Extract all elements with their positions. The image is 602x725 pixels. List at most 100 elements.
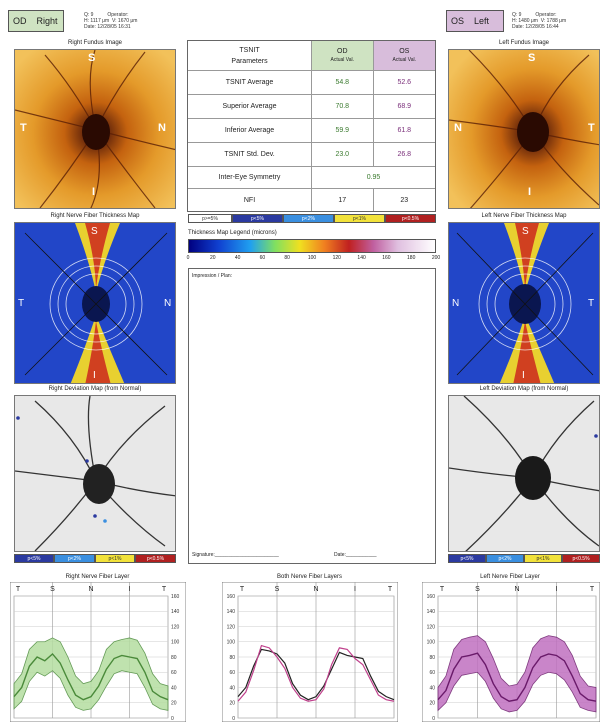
symmetry-label: Inter-Eye Symmetry: [188, 167, 312, 188]
row-label: Inferior Average: [188, 119, 312, 142]
left-fundus-s-label: S: [528, 52, 536, 64]
left-fundus-image: [448, 49, 600, 209]
right-nfl-graph: 0 20 40 60 80 100 120 140 160 T S N I T: [10, 582, 186, 722]
right-fundus-image: [14, 49, 176, 209]
y-tick-label: 40: [171, 685, 177, 691]
signature-line[interactable]: Signature:_______________________: [192, 552, 279, 558]
nfl-thickness-line: [13, 652, 169, 701]
right-dev-map-caption: Right Deviation Map (from Normal): [48, 386, 142, 392]
od-scan-info: Q: 9 Operator: H: 1117 μm V: 1670 μm Dat…: [84, 12, 138, 30]
section-label: S: [275, 586, 280, 593]
thickness-tick-label: 0: [186, 255, 190, 261]
nfi-row: NFI 17 23: [188, 189, 435, 211]
section-label: I: [129, 586, 131, 593]
table-header-param2-label: Parameters: [231, 57, 268, 65]
os-eye-tag: OS Left: [446, 10, 504, 32]
od-side-label: Right: [36, 16, 58, 26]
y-tick-label: 100: [171, 640, 180, 646]
thickness-color-bar: [188, 239, 436, 253]
right-fundus-caption: Right Fundus Image: [67, 40, 123, 46]
left-nfl-graph-title: Left Nerve Fiber Layer: [480, 574, 540, 580]
right-deviation-map: [14, 395, 176, 552]
section-label: S: [50, 586, 55, 593]
right-dev-legend-p5: p<5%: [14, 554, 54, 563]
left-map-t-label: T: [588, 298, 595, 309]
row-os-value: 26.8: [397, 151, 412, 158]
od-eye-label: OD: [13, 16, 27, 26]
row-os-value: 68.9: [397, 103, 412, 110]
y-tick-label: 120: [427, 624, 436, 630]
left-dev-map-caption: Left Deviation Map (from Normal): [479, 386, 569, 392]
row-os-value: 52.6: [397, 79, 412, 86]
y-tick-label: 0: [232, 716, 235, 722]
section-label: T: [16, 586, 21, 593]
left-map-n-label: N: [452, 298, 460, 309]
left-nfl-thickness-map: [448, 222, 600, 384]
thickness-tick-label: 160: [382, 255, 391, 261]
right-nfl-graph-title: Right Nerve Fiber Layer: [65, 574, 130, 580]
table-header-row: TSNIT Parameters OD Actual Val. OS Actua…: [188, 41, 435, 71]
section-label: N: [88, 586, 93, 593]
thickness-tick-label: 100: [307, 255, 317, 261]
y-tick-label: 20: [229, 701, 235, 707]
impression-notes-box[interactable]: Impression / Plan: Signature:___________…: [188, 268, 436, 564]
nfi-od-value: 17: [312, 189, 374, 211]
y-tick-label: 80: [229, 655, 235, 661]
y-tick-label: 40: [429, 685, 435, 691]
y-tick-label: 60: [171, 670, 177, 676]
y-tick-label: 120: [171, 624, 180, 630]
right-fundus-i-label: I: [92, 186, 96, 198]
left-fundus-n-label: N: [454, 122, 462, 134]
row-label: TSNIT Average: [188, 71, 312, 94]
y-tick-label: 40: [229, 685, 235, 691]
table-row: Superior Average 70.8 68.9: [188, 95, 435, 119]
thickness-tick-label: 200: [431, 255, 441, 261]
section-label: T: [440, 586, 445, 593]
right-dev-legend-p2: p<2%: [54, 554, 95, 563]
y-tick-label: 160: [427, 594, 436, 600]
od-eye-tag: OD Right: [8, 10, 64, 32]
symmetry-value: 0.95: [366, 174, 381, 181]
nfl-thickness-line: [437, 652, 597, 702]
y-tick-label: 120: [227, 624, 236, 630]
row-label: TSNIT Std. Dev.: [188, 143, 312, 166]
significance-legend: p>=5% p<5% p<2% p<1% p<0.5%: [188, 214, 436, 223]
right-nfl-map-caption: Right Nerve Fiber Thickness Map: [50, 213, 140, 219]
legend-p05: p<0.5%: [385, 214, 436, 223]
y-tick-label: 100: [427, 640, 436, 646]
nfi-label: NFI: [188, 189, 312, 211]
right-dev-legend: p<5% p<2% p<1% p<0.5%: [14, 554, 176, 563]
y-tick-label: 140: [427, 609, 436, 615]
os-eye-label: OS: [451, 16, 465, 26]
right-nfl-thickness-map: [14, 222, 176, 384]
od-thickness-line: [237, 648, 395, 701]
table-header-param-label: TSNIT: [239, 46, 260, 54]
row-od-value: 70.8: [312, 95, 374, 118]
legend-p5-normal: p>=5%: [188, 214, 232, 223]
y-tick-label: 60: [429, 670, 435, 676]
y-tick-label: 80: [171, 655, 177, 661]
table-header-os-label: OS: [399, 48, 410, 55]
right-fundus-s-label: S: [88, 52, 96, 64]
date-line[interactable]: Date:___________: [334, 552, 377, 558]
left-deviation-map: [448, 395, 600, 552]
both-nfl-graph-title: Both Nerve Fiber Layers: [276, 574, 343, 580]
section-label: N: [514, 586, 519, 593]
y-tick-label: 140: [227, 609, 236, 615]
right-dev-legend-p1: p<1%: [95, 554, 135, 563]
thickness-tick-label: 140: [357, 255, 366, 261]
left-dev-legend-p1: p<1%: [524, 554, 562, 563]
left-map-s-label: S: [522, 226, 529, 237]
nfi-os-value: 23: [400, 196, 409, 204]
legend-p2: p<2%: [283, 214, 334, 223]
left-dev-legend-p5: p<5%: [448, 554, 486, 563]
section-label: T: [590, 586, 595, 593]
table-header-os-sub: Actual Val.: [392, 57, 417, 63]
row-os-value: 61.8: [397, 127, 412, 134]
y-tick-label: 160: [171, 594, 180, 600]
right-fundus-n-label: N: [158, 122, 166, 134]
section-label: T: [388, 586, 393, 593]
y-tick-label: 20: [429, 701, 435, 707]
section-label: I: [354, 586, 356, 593]
row-od-value: 23.0: [312, 143, 374, 166]
